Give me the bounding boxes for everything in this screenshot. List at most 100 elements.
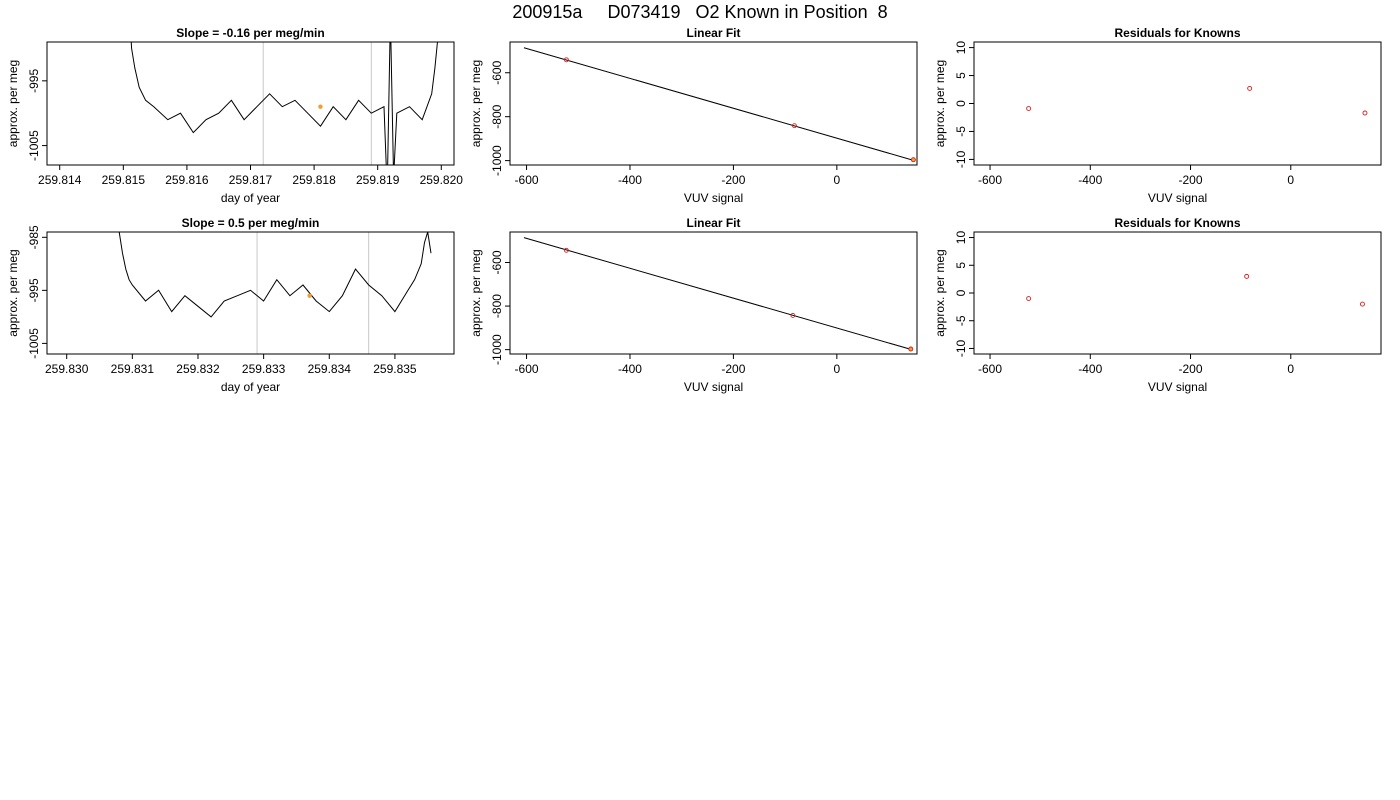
plot-frame bbox=[46, 231, 455, 355]
fit-line bbox=[523, 47, 915, 162]
chart-panel-2: Linear Fit -600 -400 -200 0 -1000 -800 -600 VUV … bbox=[469, 26, 918, 205]
x-tick-label: -200 bbox=[1179, 362, 1203, 376]
data-point bbox=[791, 123, 797, 129]
x-axis-label: day of year bbox=[221, 380, 280, 394]
x-tick-label: 259.817 bbox=[229, 173, 273, 187]
y-axis-label: approx. per meg bbox=[933, 60, 947, 147]
data-point bbox=[1247, 85, 1253, 91]
panel-title: Linear Fit bbox=[686, 216, 740, 230]
x-tick-label: -200 bbox=[1179, 173, 1203, 187]
y-tick-label: 5 bbox=[954, 72, 968, 79]
y-tick-label: -1005 bbox=[27, 328, 41, 359]
x-tick-label: 259.830 bbox=[45, 362, 89, 376]
panel-title: Residuals for Knowns bbox=[1114, 26, 1240, 40]
panel-title: Slope = 0.5 per meg/min bbox=[182, 216, 320, 230]
x-tick-label: 259.835 bbox=[373, 362, 417, 376]
y-axis-label: approx. per meg bbox=[6, 249, 20, 336]
panel-title: Slope = -0.16 per meg/min bbox=[176, 26, 324, 40]
x-tick-label: 259.832 bbox=[176, 362, 220, 376]
plot-area bbox=[118, 232, 432, 354]
figure-title: 200915a D073419 O2 Known in Position 8 bbox=[512, 2, 888, 22]
data-point bbox=[908, 346, 914, 352]
y-tick-label: -995 bbox=[27, 69, 41, 93]
plot-frame bbox=[973, 41, 1382, 166]
x-tick-label: -400 bbox=[618, 173, 642, 187]
y-tick-label: 5 bbox=[954, 262, 968, 269]
data-point bbox=[1360, 301, 1365, 307]
data-series-line bbox=[130, 42, 438, 165]
highlight-point bbox=[307, 293, 312, 298]
x-tick-label: 0 bbox=[1287, 362, 1294, 376]
x-axis-label: VUV signal bbox=[684, 191, 743, 205]
plot-frame bbox=[973, 231, 1382, 355]
y-tick-label: -1005 bbox=[27, 130, 41, 161]
y-axis-label: approx. per meg bbox=[469, 249, 483, 336]
y-tick-label: -800 bbox=[490, 294, 504, 318]
data-point bbox=[910, 157, 916, 163]
y-tick-label: -600 bbox=[490, 250, 504, 274]
plot-area bbox=[1026, 273, 1365, 307]
x-tick-label: -600 bbox=[515, 173, 539, 187]
plot-frame bbox=[509, 231, 918, 355]
x-axis-label: VUV signal bbox=[684, 380, 743, 394]
y-tick-label: -600 bbox=[490, 60, 504, 84]
x-tick-label: 259.819 bbox=[356, 173, 400, 187]
highlight-point bbox=[911, 157, 916, 162]
x-tick-label: 0 bbox=[833, 362, 840, 376]
data-point bbox=[1026, 296, 1032, 301]
chart-panel-1: Slope = -0.16 per meg/min 259.814 259.815 2… bbox=[6, 26, 464, 205]
y-tick-label: -10 bbox=[954, 339, 968, 357]
x-tick-label: 259.834 bbox=[308, 362, 352, 376]
y-tick-label: -1000 bbox=[490, 334, 504, 365]
plot-area bbox=[523, 47, 916, 163]
x-tick-label: -600 bbox=[978, 173, 1002, 187]
y-tick-label: 0 bbox=[954, 100, 968, 107]
y-tick-label: -985 bbox=[27, 225, 41, 249]
x-tick-label: 259.831 bbox=[111, 362, 155, 376]
plot-frame bbox=[509, 41, 918, 166]
y-axis-label: approx. per meg bbox=[6, 60, 20, 147]
y-tick-label: -10 bbox=[954, 150, 968, 168]
x-tick-label: 259.814 bbox=[38, 173, 82, 187]
data-point bbox=[563, 247, 569, 253]
y-axis-label: approx. per meg bbox=[933, 249, 947, 336]
highlight-point bbox=[908, 346, 913, 352]
fit-line bbox=[523, 237, 912, 351]
x-tick-label: -600 bbox=[978, 362, 1002, 376]
x-axis-label: day of year bbox=[221, 191, 280, 205]
panel-title: Linear Fit bbox=[686, 26, 740, 40]
y-tick-label: -995 bbox=[27, 278, 41, 302]
x-tick-label: 0 bbox=[1287, 173, 1294, 187]
data-series-line bbox=[118, 232, 432, 318]
x-tick-label: 259.833 bbox=[242, 362, 286, 376]
panel-title: Residuals for Knowns bbox=[1114, 216, 1240, 230]
x-tick-label: -400 bbox=[1078, 173, 1102, 187]
y-tick-label: -1000 bbox=[490, 145, 504, 176]
y-tick-label: -800 bbox=[490, 104, 504, 128]
x-tick-label: -600 bbox=[515, 362, 539, 376]
y-tick-label: 10 bbox=[954, 231, 968, 245]
x-tick-label: -200 bbox=[721, 362, 745, 376]
x-tick-label: 259.818 bbox=[292, 173, 336, 187]
x-tick-label: -400 bbox=[618, 362, 642, 376]
data-point bbox=[790, 312, 796, 318]
y-axis-label: approx. per meg bbox=[469, 60, 483, 147]
y-tick-label: 0 bbox=[954, 289, 968, 296]
y-tick-label: -5 bbox=[954, 126, 968, 137]
y-tick-label: -5 bbox=[954, 315, 968, 326]
x-tick-label: 259.820 bbox=[420, 173, 464, 187]
data-point bbox=[1026, 106, 1032, 111]
plot-area bbox=[1026, 85, 1368, 116]
y-tick-label: 10 bbox=[954, 41, 968, 55]
x-tick-label: 259.816 bbox=[165, 173, 209, 187]
chart-panel-3: Residuals for Knowns -600 -400 -200 0 -10 -5 0 5… bbox=[933, 26, 1382, 205]
x-tick-label: -400 bbox=[1078, 362, 1102, 376]
x-axis-label: VUV signal bbox=[1148, 380, 1207, 394]
highlight-point bbox=[318, 104, 323, 109]
x-tick-label: -200 bbox=[721, 173, 745, 187]
x-tick-label: 0 bbox=[833, 173, 840, 187]
x-tick-label: 259.815 bbox=[102, 173, 146, 187]
plot-area bbox=[130, 42, 438, 165]
data-point bbox=[1362, 110, 1368, 116]
